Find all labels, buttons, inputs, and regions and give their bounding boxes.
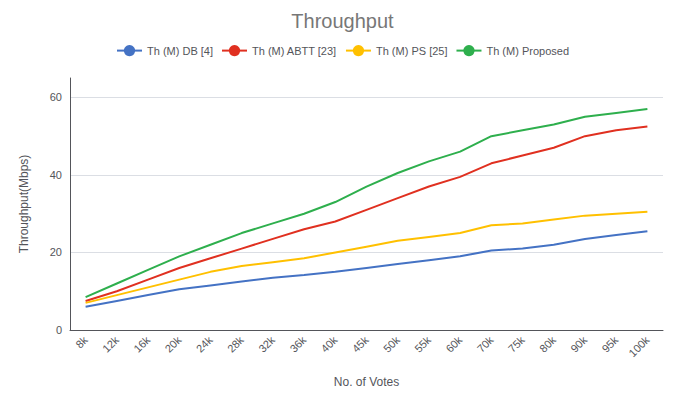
svg-text:60: 60 [50, 91, 62, 103]
svg-text:Th (M) ABTT [23]: Th (M) ABTT [23] [252, 45, 336, 57]
svg-text:36k: 36k [287, 333, 308, 354]
svg-text:45k: 45k [350, 333, 371, 354]
svg-text:Th (M) Proposed: Th (M) Proposed [486, 45, 569, 57]
svg-text:20: 20 [50, 246, 62, 258]
svg-text:70k: 70k [475, 333, 496, 354]
svg-text:50k: 50k [381, 333, 402, 354]
svg-text:75k: 75k [506, 333, 527, 354]
svg-text:No. of Votes: No. of Votes [334, 375, 399, 389]
svg-text:95k: 95k [599, 333, 620, 354]
svg-text:90k: 90k [568, 333, 589, 354]
svg-text:Th (M) DB [4]: Th (M) DB [4] [147, 45, 213, 57]
svg-text:16k: 16k [131, 333, 152, 354]
svg-text:24k: 24k [194, 333, 215, 354]
svg-text:12k: 12k [100, 333, 121, 354]
svg-text:40k: 40k [319, 333, 340, 354]
svg-text:20k: 20k [162, 333, 183, 354]
svg-text:Th (M) PS [25]: Th (M) PS [25] [376, 45, 448, 57]
svg-text:0: 0 [56, 324, 62, 336]
svg-text:Throughput: Throughput [291, 10, 394, 32]
svg-text:32k: 32k [256, 333, 277, 354]
svg-text:8k: 8k [73, 333, 90, 350]
svg-text:60k: 60k [443, 333, 464, 354]
svg-text:55k: 55k [412, 333, 433, 354]
svg-text:40: 40 [50, 169, 62, 181]
svg-text:Throughput(Mbps): Throughput(Mbps) [17, 155, 31, 254]
svg-text:100k: 100k [626, 333, 652, 359]
svg-text:80k: 80k [537, 333, 558, 354]
svg-text:28k: 28k [225, 333, 246, 354]
